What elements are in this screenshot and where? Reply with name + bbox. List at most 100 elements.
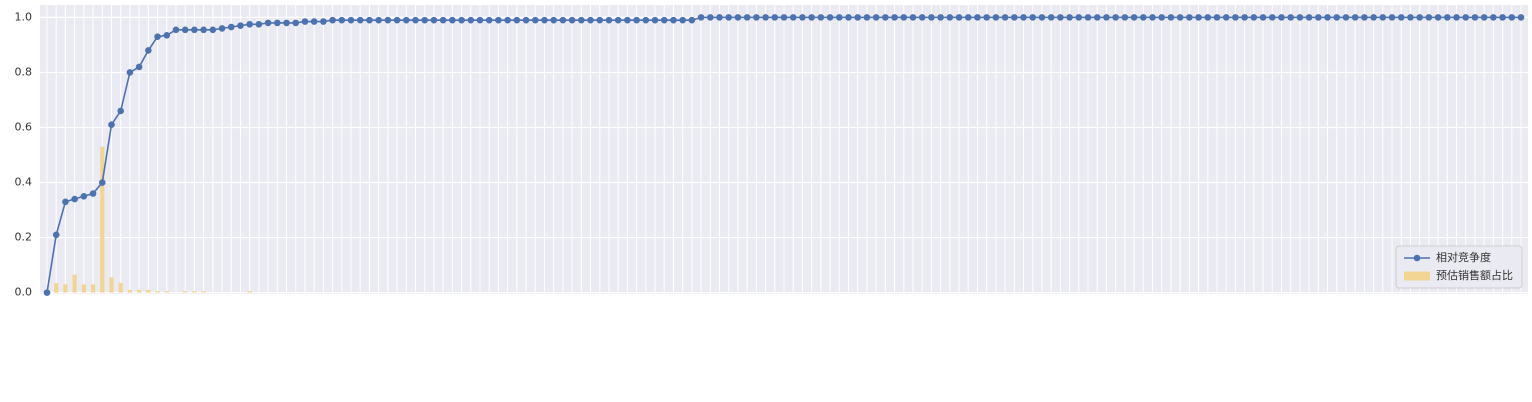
point	[1379, 14, 1387, 21]
point	[771, 14, 779, 21]
point	[559, 16, 567, 24]
point	[1075, 14, 1083, 21]
bar	[201, 291, 206, 293]
point	[154, 33, 161, 40]
point	[1517, 14, 1525, 21]
point	[485, 16, 493, 24]
y-tick-label: 0.8	[15, 65, 33, 78]
point	[1130, 14, 1138, 21]
point	[799, 14, 806, 21]
point	[1268, 14, 1276, 21]
point	[449, 16, 456, 24]
point	[1222, 14, 1230, 21]
point	[402, 16, 410, 24]
point	[98, 179, 106, 186]
point	[439, 16, 447, 24]
legend-marker	[1413, 254, 1421, 262]
point	[1342, 14, 1350, 21]
point	[974, 14, 981, 21]
legend-label: 预估销售额占比	[1436, 268, 1513, 282]
point	[1066, 14, 1073, 21]
point	[734, 14, 742, 21]
point	[1029, 14, 1037, 21]
point	[891, 14, 898, 21]
point	[716, 14, 723, 21]
point	[743, 14, 751, 21]
point	[246, 20, 253, 28]
point	[1453, 14, 1460, 21]
point	[292, 19, 300, 27]
point	[780, 14, 788, 21]
point	[227, 23, 235, 31]
point	[458, 16, 465, 24]
point	[1001, 14, 1009, 21]
bar	[155, 291, 160, 293]
point	[375, 16, 382, 24]
point	[872, 14, 880, 21]
bar	[54, 282, 59, 293]
point	[283, 19, 290, 27]
point	[1204, 14, 1212, 21]
point	[1287, 14, 1294, 21]
point	[1471, 14, 1479, 21]
point	[642, 16, 650, 24]
point	[1508, 14, 1516, 21]
y-tick-label: 0.4	[15, 176, 33, 189]
bar	[100, 146, 105, 293]
point	[1397, 14, 1405, 21]
point	[1038, 14, 1046, 21]
point	[1195, 14, 1202, 21]
point	[1232, 14, 1239, 21]
point	[1149, 14, 1156, 21]
point	[172, 26, 180, 34]
point	[301, 18, 309, 25]
point	[1158, 14, 1166, 21]
bar	[72, 274, 77, 293]
y-tick-label: 1.0	[15, 10, 33, 23]
point	[1425, 14, 1433, 21]
bar	[109, 277, 114, 293]
point	[1416, 14, 1423, 21]
point	[624, 16, 631, 24]
point	[854, 14, 861, 21]
point	[1480, 14, 1488, 21]
point	[826, 14, 834, 21]
point	[264, 19, 272, 27]
point	[596, 16, 604, 24]
point	[1139, 14, 1147, 21]
point	[808, 14, 815, 21]
bar	[183, 291, 188, 293]
point	[1490, 14, 1497, 21]
point	[1462, 14, 1470, 21]
point	[835, 14, 843, 21]
point	[1167, 14, 1175, 21]
point	[421, 16, 429, 24]
bar	[63, 284, 68, 293]
point	[62, 198, 69, 206]
point	[274, 19, 281, 27]
legend-label: 相对竞争度	[1436, 250, 1491, 264]
point	[909, 14, 917, 21]
point	[789, 14, 797, 21]
y-tick-label: 0.2	[15, 231, 33, 244]
point	[504, 16, 511, 24]
point	[1250, 14, 1258, 21]
point	[660, 16, 668, 24]
point	[1333, 14, 1341, 21]
bar	[118, 282, 123, 293]
point	[614, 16, 622, 24]
point	[1213, 14, 1221, 21]
point	[1011, 14, 1018, 21]
point	[1351, 14, 1359, 21]
point	[356, 16, 364, 24]
point	[937, 14, 944, 21]
point	[108, 121, 115, 129]
point	[882, 14, 889, 21]
point	[762, 14, 769, 21]
point	[384, 16, 392, 24]
point	[651, 16, 659, 24]
y-tick-label: 0.0	[15, 286, 33, 299]
point	[863, 14, 871, 21]
point	[587, 16, 594, 24]
